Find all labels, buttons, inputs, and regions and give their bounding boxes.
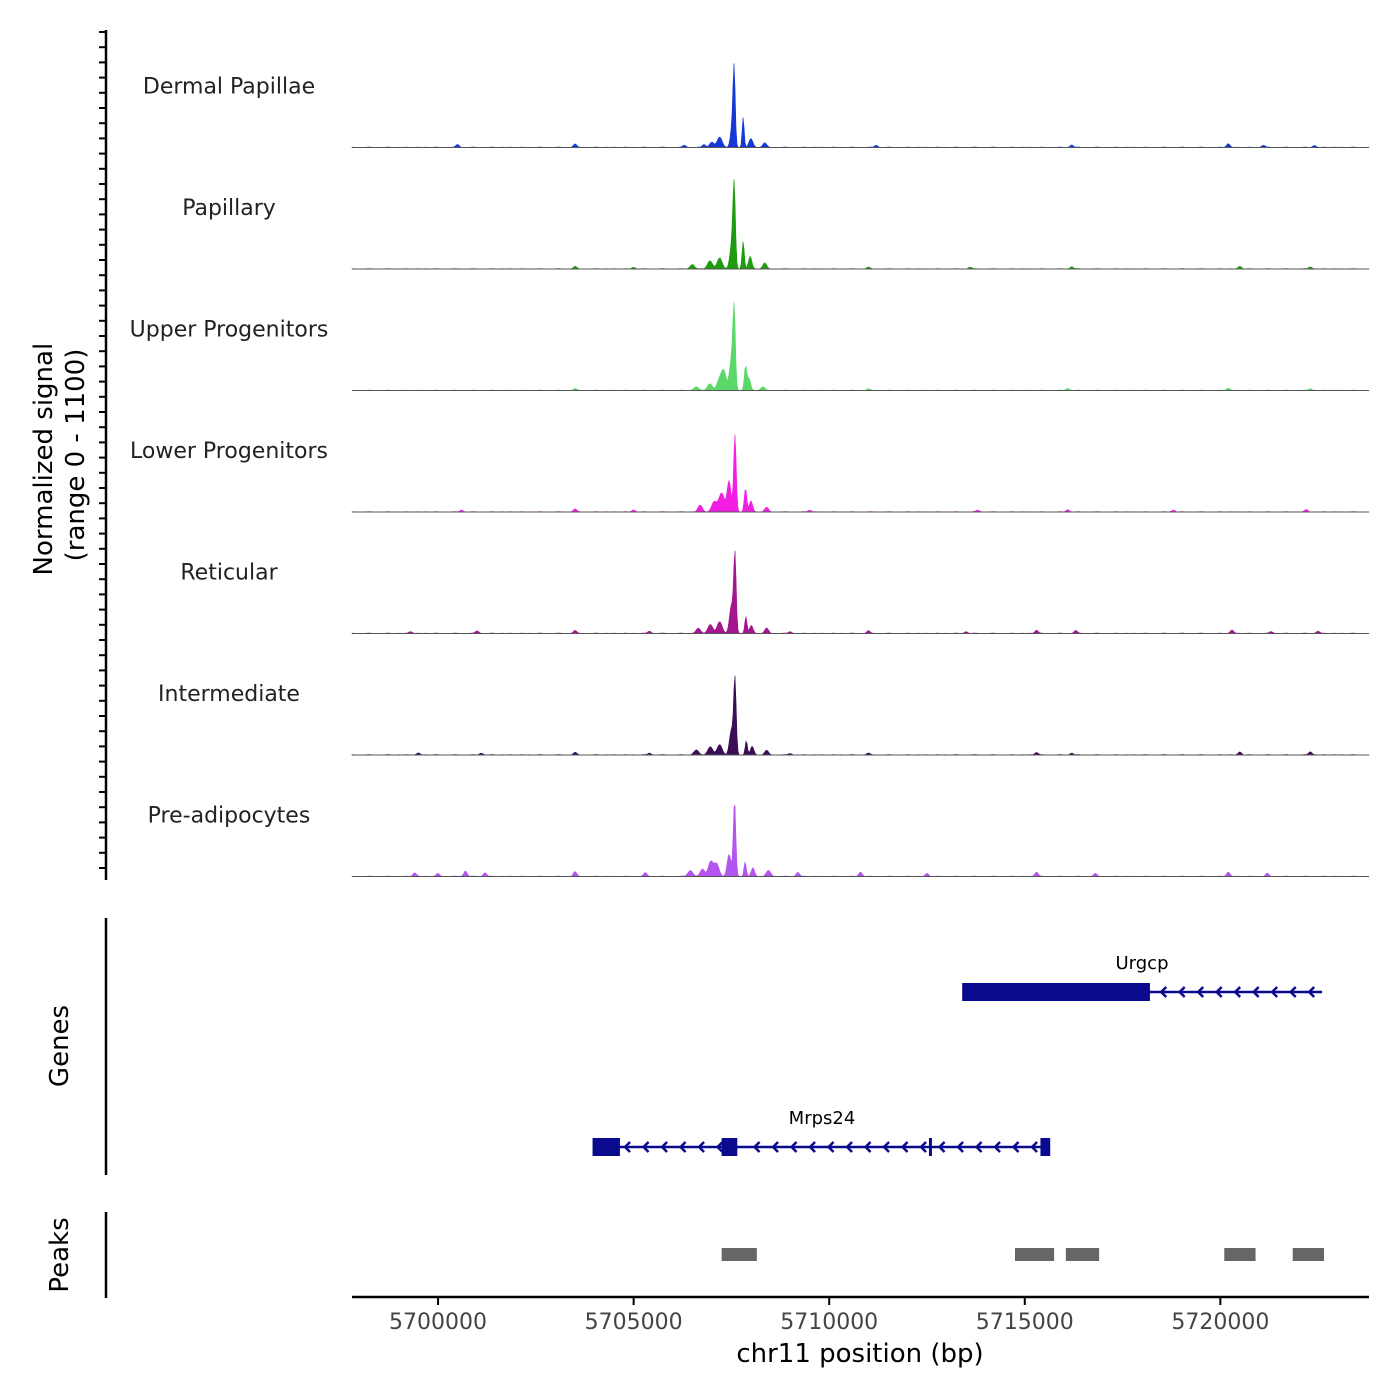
strand-arrow-icon (1288, 986, 1297, 998)
track-signal-area (351, 302, 1370, 391)
strand-arrow-icon (1159, 986, 1168, 998)
x-axis: 5700000 5705000 5710000 5715000 5720000 chr1… (352, 1295, 1369, 1369)
genes-panel: Genes Urgcp Mrps24 (45, 918, 1323, 1175)
peaks-panel: Peaks (45, 1212, 1325, 1298)
strand-arrow-icon (900, 1141, 909, 1153)
strand-arrow-icon (1233, 986, 1242, 998)
track-lower-progenitors: Lower Progenitors (130, 434, 1370, 513)
peak-region (1015, 1248, 1055, 1261)
track-label: Upper Progenitors (130, 318, 329, 343)
signal-axis-title-line-2: (range 0 - 1100) (61, 349, 91, 562)
strand-arrow-icon (1011, 1141, 1020, 1153)
signal-axis-title-line-1: Normalized signal (29, 343, 59, 576)
strand-arrow-icon (1177, 986, 1186, 998)
strand-arrow-icon (845, 1141, 853, 1153)
gene-label: Urgcp (1115, 953, 1168, 974)
peak-region (1065, 1248, 1100, 1261)
x-axis-title: chr11 position (bp) (736, 1339, 983, 1369)
track-dermal-papillae: Dermal Papillae (143, 63, 1370, 148)
strand-arrow-icon (882, 1141, 890, 1153)
strand-arrow-icon (937, 1141, 946, 1153)
gene-exon (928, 1138, 932, 1156)
track-signal-area (351, 179, 1370, 270)
strand-arrow-icon (863, 1141, 872, 1153)
strand-arrow-icon (752, 1141, 761, 1153)
strand-arrow-icon (1214, 986, 1223, 998)
gene-mrps24: Mrps24 (592, 1108, 1051, 1156)
track-papillary: Papillary (182, 179, 1370, 270)
strand-arrow-icon (623, 1141, 631, 1153)
signal-panel: Normalized signal (range 0 - 1100) Derma… (29, 30, 1370, 880)
strand-arrow-icon (678, 1141, 687, 1153)
strand-arrow-icon (808, 1141, 816, 1153)
x-tick-label: 5700000 (389, 1310, 487, 1335)
track-signal-area (351, 434, 1370, 513)
track-label: Reticular (180, 561, 278, 586)
signal-axis-title: Normalized signal (range 0 - 1100) (29, 335, 91, 576)
track-signal-area (351, 675, 1370, 756)
x-tick-label: 5710000 (780, 1310, 878, 1335)
strand-arrow-icon (697, 1141, 705, 1153)
peak-region (1224, 1248, 1256, 1261)
track-label: Pre-adipocytes (148, 804, 311, 829)
track-label: Dermal Papillae (143, 75, 315, 100)
strand-arrow-icon (956, 1141, 964, 1153)
strand-arrow-icon (1196, 986, 1205, 998)
x-tick-label: 5715000 (976, 1310, 1074, 1335)
peak-region (721, 1248, 757, 1261)
gene-exon (1040, 1138, 1051, 1156)
track-reticular: Reticular (180, 550, 1370, 634)
strand-arrow-icon (641, 1141, 650, 1153)
strand-arrow-icon (789, 1141, 798, 1153)
track-intermediate: Intermediate (158, 675, 1370, 756)
genes-axis-title: Genes (45, 1005, 75, 1087)
strand-arrow-icon (771, 1141, 779, 1153)
strand-arrow-icon (715, 1141, 724, 1153)
gene-exon (592, 1138, 620, 1156)
track-pre-adipocytes: Pre-adipocytes (148, 804, 1370, 877)
track-upper-progenitors: Upper Progenitors (130, 302, 1370, 391)
gene-exon (962, 983, 1150, 1001)
gene-urgcp: Urgcp (962, 953, 1323, 1001)
strand-arrow-icon (974, 1141, 983, 1153)
signal-tracks: Dermal Papillae Papillary Upper Progenitor… (130, 63, 1370, 877)
track-signal-area (351, 63, 1370, 148)
x-axis-ticks: 5700000 5705000 5710000 5715000 5720000 (389, 1297, 1269, 1335)
track-signal-area (351, 550, 1370, 634)
strand-arrow-icon (1307, 986, 1316, 998)
track-label: Intermediate (158, 682, 300, 707)
x-tick-label: 5720000 (1171, 1310, 1269, 1335)
strand-arrow-icon (919, 1141, 927, 1153)
gene-label: Mrps24 (789, 1108, 856, 1129)
peak-region (1292, 1248, 1325, 1261)
peak-regions (721, 1248, 1325, 1261)
track-signal-area (351, 804, 1370, 877)
x-tick-label: 5705000 (585, 1310, 683, 1335)
gene-models: Urgcp Mrps24 (592, 953, 1323, 1156)
signal-axis-ticks (99, 31, 106, 869)
strand-arrow-icon (660, 1141, 668, 1153)
gene-exon (721, 1138, 738, 1156)
peaks-axis-title: Peaks (45, 1217, 75, 1292)
track-label: Papillary (182, 196, 276, 221)
strand-arrow-icon (993, 1141, 1001, 1153)
strand-arrow-icon (1251, 986, 1260, 998)
strand-arrow-icon (1030, 1141, 1038, 1153)
strand-arrow-icon (1270, 986, 1279, 998)
track-label: Lower Progenitors (130, 439, 328, 464)
strand-arrow-icon (826, 1141, 835, 1153)
